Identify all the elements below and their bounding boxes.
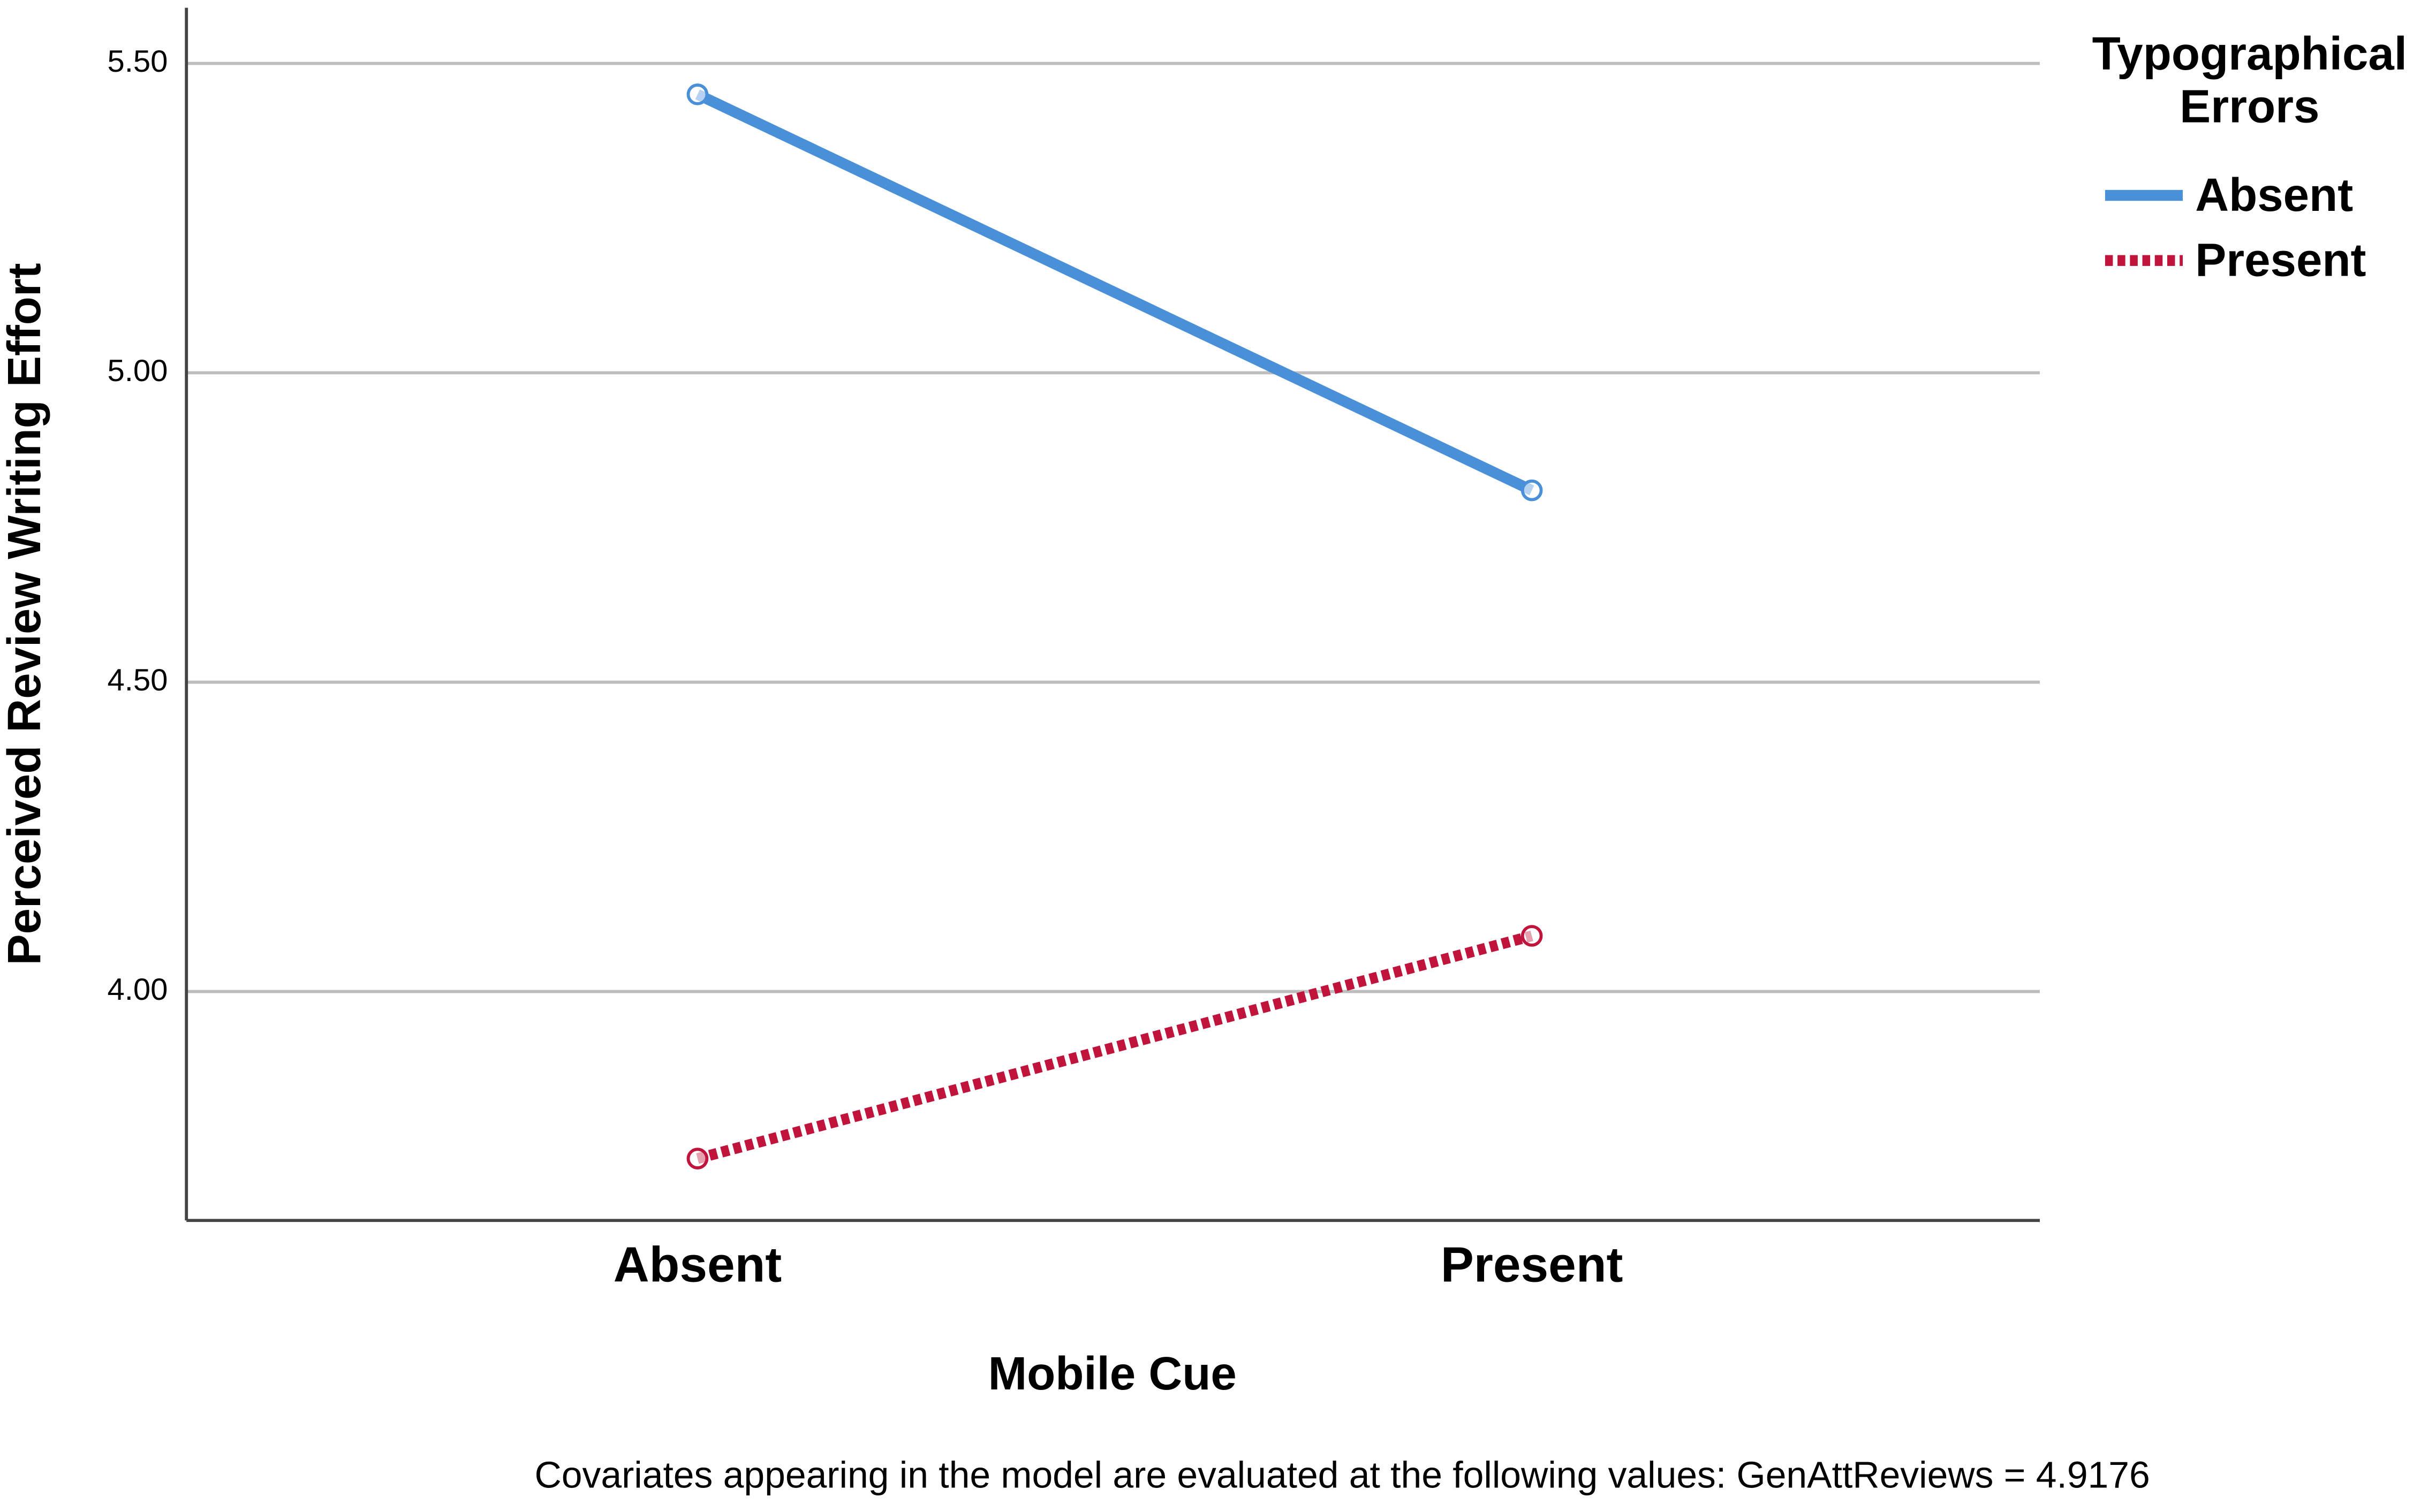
series-line: [695, 89, 1534, 496]
point: [1520, 925, 1543, 947]
legend-title: Errors: [2180, 81, 2319, 133]
footnote: Covariates appearing in the model are ev…: [535, 1454, 2150, 1496]
y-tick-label: 5.50: [107, 44, 168, 79]
x-tick-label: Present: [1441, 1237, 1623, 1293]
legend-title: Typographical: [2092, 28, 2407, 80]
point: [686, 83, 709, 105]
legend-label: Absent: [2195, 169, 2353, 221]
x-tick-label: Absent: [614, 1237, 782, 1293]
series-line: [696, 930, 1533, 1164]
y-axis-label: Perceived Review Writing Effort: [0, 263, 50, 965]
y-tick-label: 4.50: [107, 663, 168, 697]
y-tick-label: 5.00: [107, 354, 168, 388]
legend-label: Present: [2195, 234, 2366, 286]
point: [1520, 479, 1543, 502]
x-axis-label: Mobile Cue: [988, 1348, 1237, 1400]
y-tick-label: 4.00: [107, 972, 168, 1007]
point: [686, 1148, 709, 1169]
